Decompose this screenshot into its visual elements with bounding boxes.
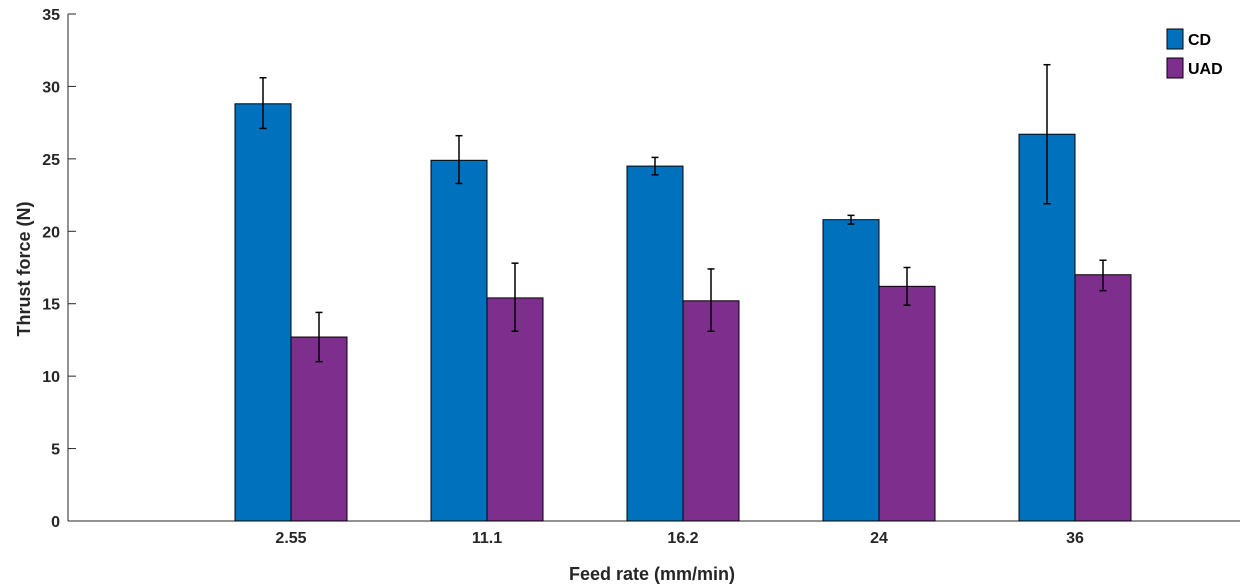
- error-bar-uad-2.55: [315, 311, 323, 363]
- legend-label: CD: [1188, 32, 1211, 49]
- error-bar-uad-36: [1099, 259, 1107, 292]
- error-bar-uad-16.2: [707, 268, 715, 332]
- error-bar-uad-11.1: [511, 262, 519, 332]
- x-tick-label: 11.1: [472, 530, 502, 547]
- bar-cd-11.1: [430, 159, 488, 522]
- y-tick-label: 20: [42, 224, 60, 241]
- legend-item-cd: CD: [1166, 28, 1211, 50]
- y-tick-label: 30: [42, 79, 60, 96]
- x-tick-label: 24: [870, 530, 888, 547]
- bar-cd-16.2: [626, 165, 684, 522]
- y-tick-label: 25: [42, 152, 60, 169]
- y-tick-label: 10: [42, 369, 60, 386]
- bar-uad-11.1: [486, 297, 544, 522]
- error-bar-cd-24: [847, 214, 855, 225]
- bar-uad-2.55: [290, 336, 348, 522]
- bar-uad-16.2: [682, 300, 740, 522]
- y-tick-label: 15: [42, 297, 60, 314]
- x-axis-title: Feed rate (mm/min): [569, 564, 735, 584]
- bar-cd-2.55: [234, 103, 292, 522]
- error-bar-cd-36: [1043, 63, 1051, 205]
- error-bar-uad-24: [903, 266, 911, 306]
- legend-item-uad: UAD: [1166, 57, 1223, 79]
- bar-uad-36: [1074, 274, 1132, 522]
- y-tick-labels: 0 5 10 15 20 25 30 35: [42, 7, 60, 531]
- x-tick-label: 36: [1066, 530, 1084, 547]
- x-tick-labels: 2.55 11.1 16.2 24 36: [275, 530, 1084, 547]
- error-bars: [259, 63, 1107, 363]
- error-bar-cd-11.1: [455, 134, 463, 185]
- y-tick-label: 5: [51, 442, 60, 459]
- legend: CD UAD: [1166, 28, 1223, 79]
- x-tick-label: 2.55: [275, 530, 306, 547]
- x-tick-label: 16.2: [667, 530, 698, 547]
- y-axis-title: Thrust force (N): [14, 201, 34, 336]
- bar-cd-24: [822, 219, 880, 522]
- legend-swatch: [1166, 28, 1184, 50]
- error-bar-cd-16.2: [651, 156, 659, 176]
- legend-label: UAD: [1188, 61, 1223, 78]
- y-tick-label: 35: [42, 7, 60, 24]
- legend-swatch: [1166, 57, 1184, 79]
- bars: [234, 103, 1132, 522]
- y-tick-label: 0: [51, 514, 60, 531]
- bar-uad-24: [878, 285, 936, 522]
- error-bar-cd-2.55: [259, 76, 267, 130]
